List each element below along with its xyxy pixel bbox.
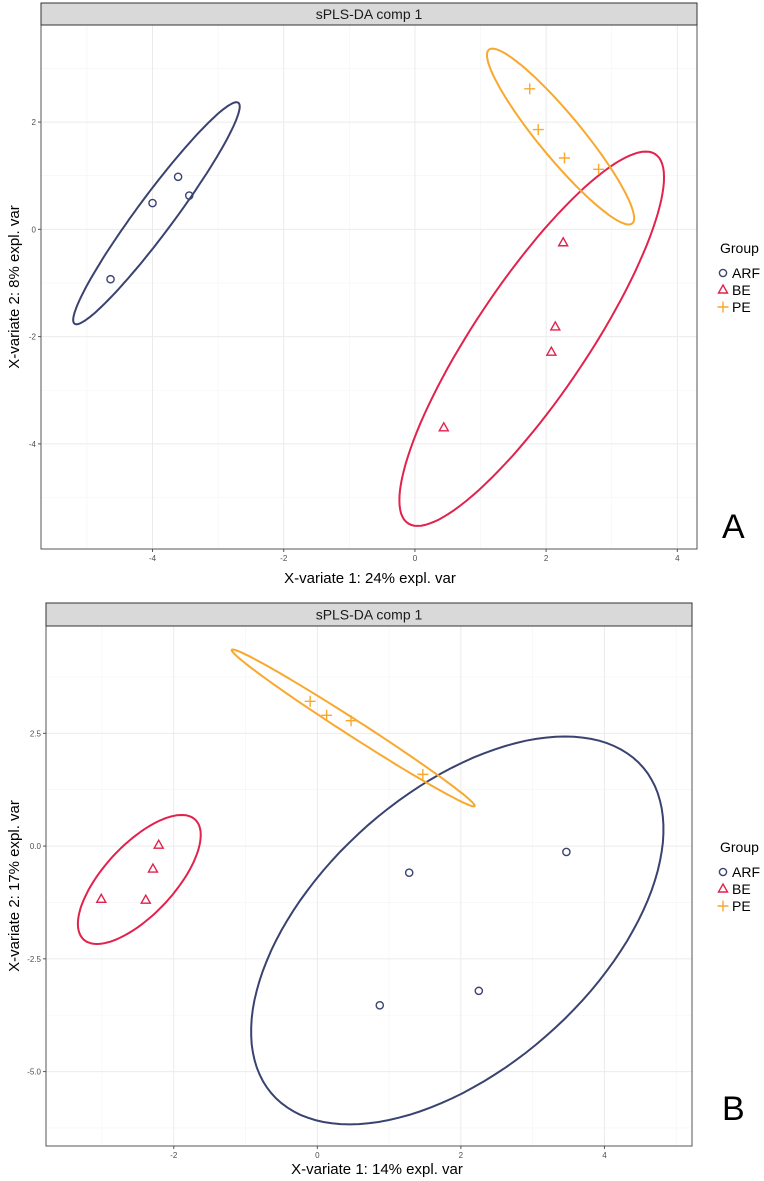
x-tick-label: 2 [544,554,549,563]
data-point-be [147,862,159,873]
x-tick-label: 0 [413,554,418,563]
data-point-pe [321,709,333,721]
legend-key-pe [717,301,729,313]
y-tick-label: 0 [32,225,37,234]
data-point-arf [562,847,571,857]
y-tick-label: -2.5 [27,955,41,964]
x-tick-label: 0 [315,1151,320,1160]
x-tick-label: 4 [602,1151,607,1160]
x-axis-title: X-variate 1: 24% expl. var [284,570,456,587]
confidence-ellipse-arf [250,735,665,1126]
legend-key-pe [717,900,729,912]
plot-area [40,24,698,550]
data-point-arf [404,868,414,877]
data-point-pe [417,768,429,780]
y-tick-label: -4 [29,440,37,449]
confidence-ellipse-pe [230,648,476,808]
legend-label-arf: ARF [732,265,760,281]
data-point-pe [304,695,316,707]
y-tick-label: -5.0 [27,1068,41,1077]
legend-key-arf [718,867,728,877]
data-point-arf [106,274,115,284]
data-point-pe [532,124,544,136]
y-axis-title: X-variate 2: 17% expl. var [6,800,23,972]
x-tick-label: -2 [170,1151,178,1160]
legend-title: Group [720,240,759,256]
data-point-be [545,345,558,356]
facet-title: sPLS-DA comp 1 [316,6,423,22]
data-point-pe [593,163,605,175]
legend-label-arf: ARF [732,864,760,880]
panel-label: B [722,1090,745,1128]
panel-b: sPLS-DA comp 1 -2 0 2 4 2.5 0.0 -2.5 -5.0 X-varia… [6,602,760,1178]
y-tick-label: -2 [29,333,37,342]
legend-label-pe: PE [732,299,751,315]
data-point-arf [148,198,157,208]
facet-strip [45,602,693,627]
data-point-arf [184,191,194,200]
data-point-be [140,893,152,904]
data-point-be [549,320,562,331]
data-point-be [95,892,107,904]
plot-area [45,625,693,1147]
x-axis-title: X-variate 1: 14% expl. var [291,1161,463,1178]
y-axis-title: X-variate 2: 8% expl. var [6,205,23,368]
data-point-be [152,838,165,849]
confidence-ellipse-pe [486,47,636,226]
confidence-ellipse-arf [72,101,241,326]
legend-title: Group [720,839,759,855]
legend-label-pe: PE [732,898,751,914]
facet-title: sPLS-DA comp 1 [316,607,423,623]
legend-label-be: BE [732,881,751,897]
data-point-arf [375,1000,385,1010]
x-tick-label: 2 [459,1151,464,1160]
y-tick-label: 2 [32,118,37,127]
data-point-pe [558,152,570,164]
y-tick-label: 0.0 [30,842,42,851]
x-tick-label: -4 [149,554,157,563]
legend-key-arf [718,268,728,278]
x-tick-label: -2 [280,554,288,563]
legend-key-be [717,882,729,893]
panel-a: sPLS-DA comp 1 -4 -2 0 2 4 -4 -2 0 2 X-variate 1: … [6,2,760,587]
data-point-arf [474,986,484,996]
data-point-pe [345,715,357,727]
x-tick-label: 4 [675,554,680,563]
confidence-ellipse-be [76,813,202,946]
legend-key-be [717,283,729,294]
facet-strip [40,2,698,26]
panel-label: A [722,508,745,546]
data-point-arf [173,172,183,182]
data-point-pe [524,83,536,95]
data-point-be [438,421,450,432]
data-point-be [557,236,569,247]
y-tick-label: 2.5 [30,729,42,738]
legend-label-be: BE [732,282,751,298]
confidence-ellipse-be [398,150,666,527]
